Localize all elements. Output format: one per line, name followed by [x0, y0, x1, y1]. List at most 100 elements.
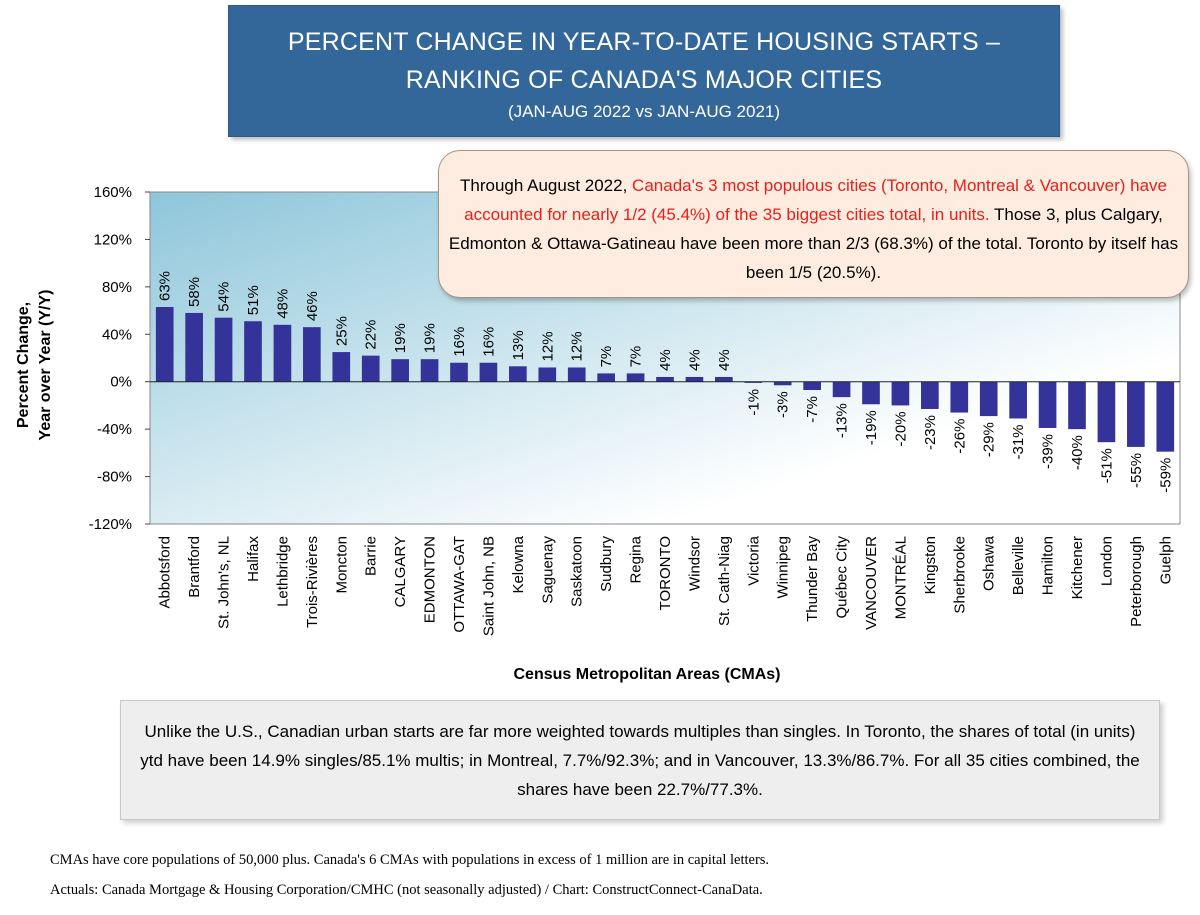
category-label: Guelph [1157, 536, 1174, 584]
category-label: St. Cath-Niag [716, 536, 733, 626]
category-label: Belleville [1010, 536, 1027, 595]
bar [391, 359, 409, 382]
bar [361, 355, 380, 382]
bar [214, 317, 233, 382]
data-label: -1% [745, 389, 762, 416]
data-label: 22% [363, 320, 380, 350]
data-label: 25% [333, 316, 350, 346]
category-label: Trois-Rivières [304, 536, 321, 628]
bar [803, 381, 821, 391]
bar [626, 373, 645, 382]
data-label: 63% [157, 271, 174, 301]
category-label: Lethbridge [274, 536, 291, 607]
data-label: 13% [510, 330, 527, 360]
bar [832, 381, 851, 398]
data-labels: 63% 58% 54% 51% 48% 46% 25% 22% 19% 19% 16% 16% 13% 1… [157, 271, 1175, 493]
chart-subtitle: (JAN-AUG 2022 vs JAN-AUG 2021) [507, 102, 781, 121]
category-label: London [1098, 536, 1115, 586]
footnote-source: Actuals: Canada Mortgage & Housing Corpo… [50, 882, 763, 898]
chart-title-line-1: PERCENT CHANGE IN YEAR-TO-DATE HOUSING S… [287, 28, 1001, 56]
footnote-cma-definition: CMAs have core populations of 50,000 plu… [50, 852, 770, 868]
category-label: St. John's, NL [216, 536, 233, 629]
bar-series [150, 307, 1180, 452]
y-tick-label: 160% [94, 184, 132, 201]
category-label: Kitchener [1069, 536, 1086, 599]
data-label: -23% [922, 415, 939, 450]
data-label: 16% [480, 327, 497, 357]
y-tick-label: 120% [94, 231, 132, 248]
category-label: VANCOUVER [863, 536, 880, 630]
data-label: 12% [539, 331, 556, 361]
x-axis-title: Census Metropolitan Areas (CMAs) [514, 666, 781, 683]
data-label: 12% [569, 331, 586, 361]
category-label: Windsor [686, 536, 703, 591]
y-tick-label: -40% [97, 421, 132, 438]
note-box: Unlike the U.S., Canadian urban starts a… [120, 700, 1160, 820]
bar [420, 359, 439, 382]
data-label: 4% [716, 349, 733, 371]
data-label: -3% [775, 391, 792, 418]
data-label: -59% [1157, 458, 1174, 493]
category-label: Halifax [245, 536, 262, 582]
data-label: -29% [981, 422, 998, 457]
data-label: 51% [245, 285, 262, 315]
category-label: Hamilton [1040, 536, 1057, 595]
category-label: OTTAWA-GAT [451, 536, 468, 633]
bar [567, 367, 586, 382]
y-axis-title-line-2: Year over Year (Y/Y) [37, 290, 54, 441]
bar [891, 381, 910, 406]
category-label: Barrie [363, 536, 380, 576]
category-label: Saguenay [539, 536, 556, 604]
data-label: 7% [628, 346, 645, 368]
data-label: -51% [1098, 448, 1115, 483]
chart-title-box: PERCENT CHANGE IN YEAR-TO-DATE HOUSING S… [228, 5, 1060, 137]
category-label: Sudbury [598, 536, 615, 592]
bar [303, 327, 321, 382]
bar [979, 381, 998, 417]
annotation-text-2: Those 3, plus Calgary, Edmonton & Ottawa… [448, 205, 1179, 282]
data-label: 54% [216, 282, 233, 312]
annotation-callout: Through August 2022, Canada's 3 most pop… [438, 150, 1189, 298]
bar [1038, 381, 1057, 428]
category-label: Moncton [333, 536, 350, 594]
category-label: Thunder Bay [804, 536, 821, 622]
data-label: -20% [892, 411, 909, 446]
bar [450, 362, 468, 382]
chart-title-line-2: RANKING OF CANADA'S MAJOR CITIES [405, 66, 883, 94]
y-axis-title-line-1: Percent Change, [15, 302, 32, 428]
y-tick-label: -80% [97, 469, 132, 486]
bar [1068, 381, 1086, 430]
category-label: Québec City [834, 536, 851, 619]
y-tick-label: 0% [110, 374, 132, 391]
data-label: 19% [422, 323, 439, 353]
data-label: 58% [186, 277, 203, 307]
y-tick-label: -120% [89, 516, 132, 533]
data-label: -31% [1010, 424, 1027, 459]
category-label: Sherbrooke [951, 536, 968, 614]
data-label: 4% [657, 349, 674, 371]
data-label: 46% [304, 291, 321, 321]
bar [921, 381, 939, 409]
annotation-text-1: Through August 2022, [460, 176, 633, 195]
data-label: -19% [863, 410, 880, 445]
bar [744, 381, 763, 383]
bar [950, 381, 969, 413]
bar [273, 324, 292, 382]
data-label: 19% [392, 323, 409, 353]
data-label: 16% [451, 327, 468, 357]
bar [185, 312, 203, 382]
category-label: Saint John, NB [480, 536, 497, 636]
category-label: MONTRÉAL [892, 536, 909, 619]
data-label: -40% [1069, 435, 1086, 470]
bar [773, 381, 792, 386]
bar [244, 321, 262, 382]
bar [1097, 381, 1116, 443]
bar [1127, 381, 1145, 447]
category-label: TORONTO [657, 536, 674, 610]
category-label: Oshawa [981, 535, 998, 591]
bar [862, 381, 880, 405]
bar [1009, 381, 1027, 419]
y-tick-label: 80% [102, 279, 132, 296]
category-label: CALGARY [392, 536, 409, 607]
x-axis: Abbotsford Brantford St. John's, NL Halifax… [157, 535, 1175, 636]
